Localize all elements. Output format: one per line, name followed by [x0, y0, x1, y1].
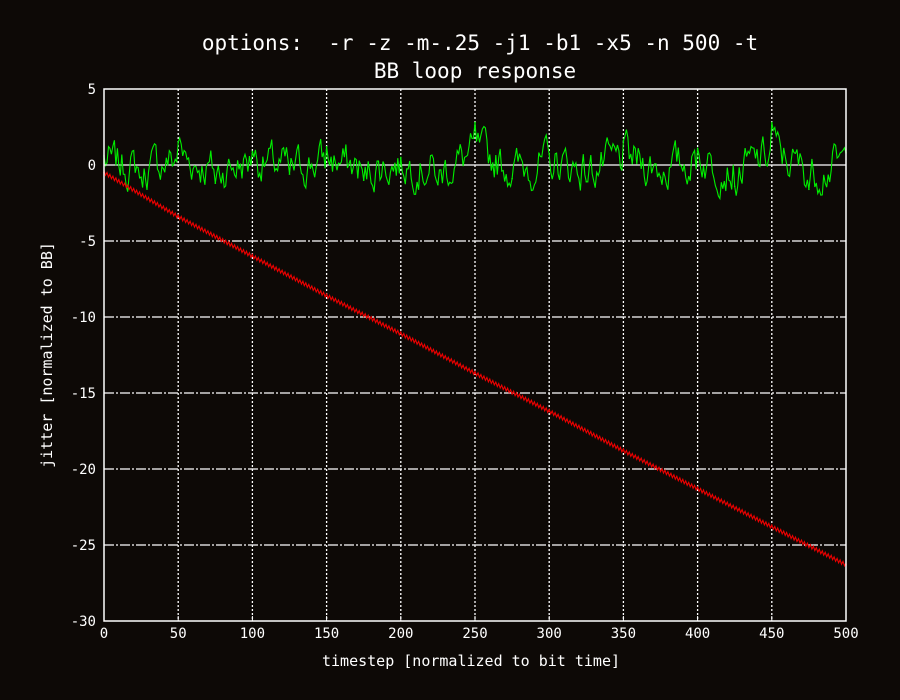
y-tick-label: -20: [71, 462, 96, 478]
x-tick-label: 450: [759, 626, 784, 642]
x-tick-label: 100: [240, 626, 265, 642]
data-point-green: [474, 121, 476, 124]
data-point-green: [362, 179, 365, 181]
data-point-green: [288, 173, 291, 175]
data-point-green: [325, 145, 328, 148]
data-point-green: [622, 139, 625, 142]
y-tick-label: -15: [71, 386, 96, 402]
x-tick-label: 500: [833, 626, 858, 642]
chart-title: options: -r -z -m-.25 -j1 -b1 -x5 -n 500…: [202, 31, 758, 55]
y-axis: 5 0 -5 -10 -15 -20 -25 -30: [71, 82, 109, 630]
data-point-green: [659, 176, 662, 178]
data-point-red: [622, 449, 625, 452]
data-point-green: [808, 188, 810, 191]
series-line-red: [103, 170, 847, 568]
chart-subtitle: BB loop response: [374, 59, 576, 83]
data-point-green: [140, 176, 142, 178]
data-point-red: [548, 410, 550, 413]
data-point-green: [511, 177, 513, 180]
data-point-green: [400, 156, 402, 159]
data-point-red: [474, 372, 476, 375]
x-tick-label: 150: [314, 626, 339, 642]
series-layer: [103, 121, 847, 568]
x-tick-label: 200: [388, 626, 413, 642]
y-tick-label: 5: [88, 82, 96, 98]
data-point-red: [771, 525, 773, 528]
grid-lines: [104, 89, 846, 621]
data-point-green: [771, 121, 773, 124]
data-point-red: [696, 487, 699, 490]
data-point-green: [177, 141, 179, 143]
data-point-green: [548, 153, 550, 156]
data-point-green: [696, 147, 699, 150]
data-point-red: [400, 332, 402, 335]
y-tick-label: -5: [79, 234, 96, 250]
data-point-green: [251, 150, 254, 153]
x-axis: 0 50 100 150 200 250 300 350 400 450 500: [100, 616, 859, 642]
y-tick-label: -25: [71, 538, 96, 554]
data-point-green: [214, 182, 217, 185]
x-tick-label: 400: [685, 626, 710, 642]
data-point-green: [733, 185, 736, 188]
data-point-red: [325, 294, 328, 297]
data-point-red: [251, 255, 254, 257]
data-point-green: [585, 180, 588, 183]
x-axis-label: timestep [normalized to bit time]: [322, 652, 620, 670]
data-point-red: [177, 215, 179, 218]
x-tick-label: 300: [537, 626, 562, 642]
x-tick-label: 350: [611, 626, 636, 642]
x-tick-label: 0: [100, 626, 108, 642]
x-tick-label: 250: [462, 626, 487, 642]
y-axis-label: jitter [normalized to BB]: [38, 242, 56, 468]
x-tick-label: 50: [170, 626, 187, 642]
y-tick-label: -30: [71, 614, 96, 630]
y-tick-label: -10: [71, 310, 96, 326]
y-tick-label: 0: [88, 158, 96, 174]
data-point-green: [437, 183, 439, 186]
